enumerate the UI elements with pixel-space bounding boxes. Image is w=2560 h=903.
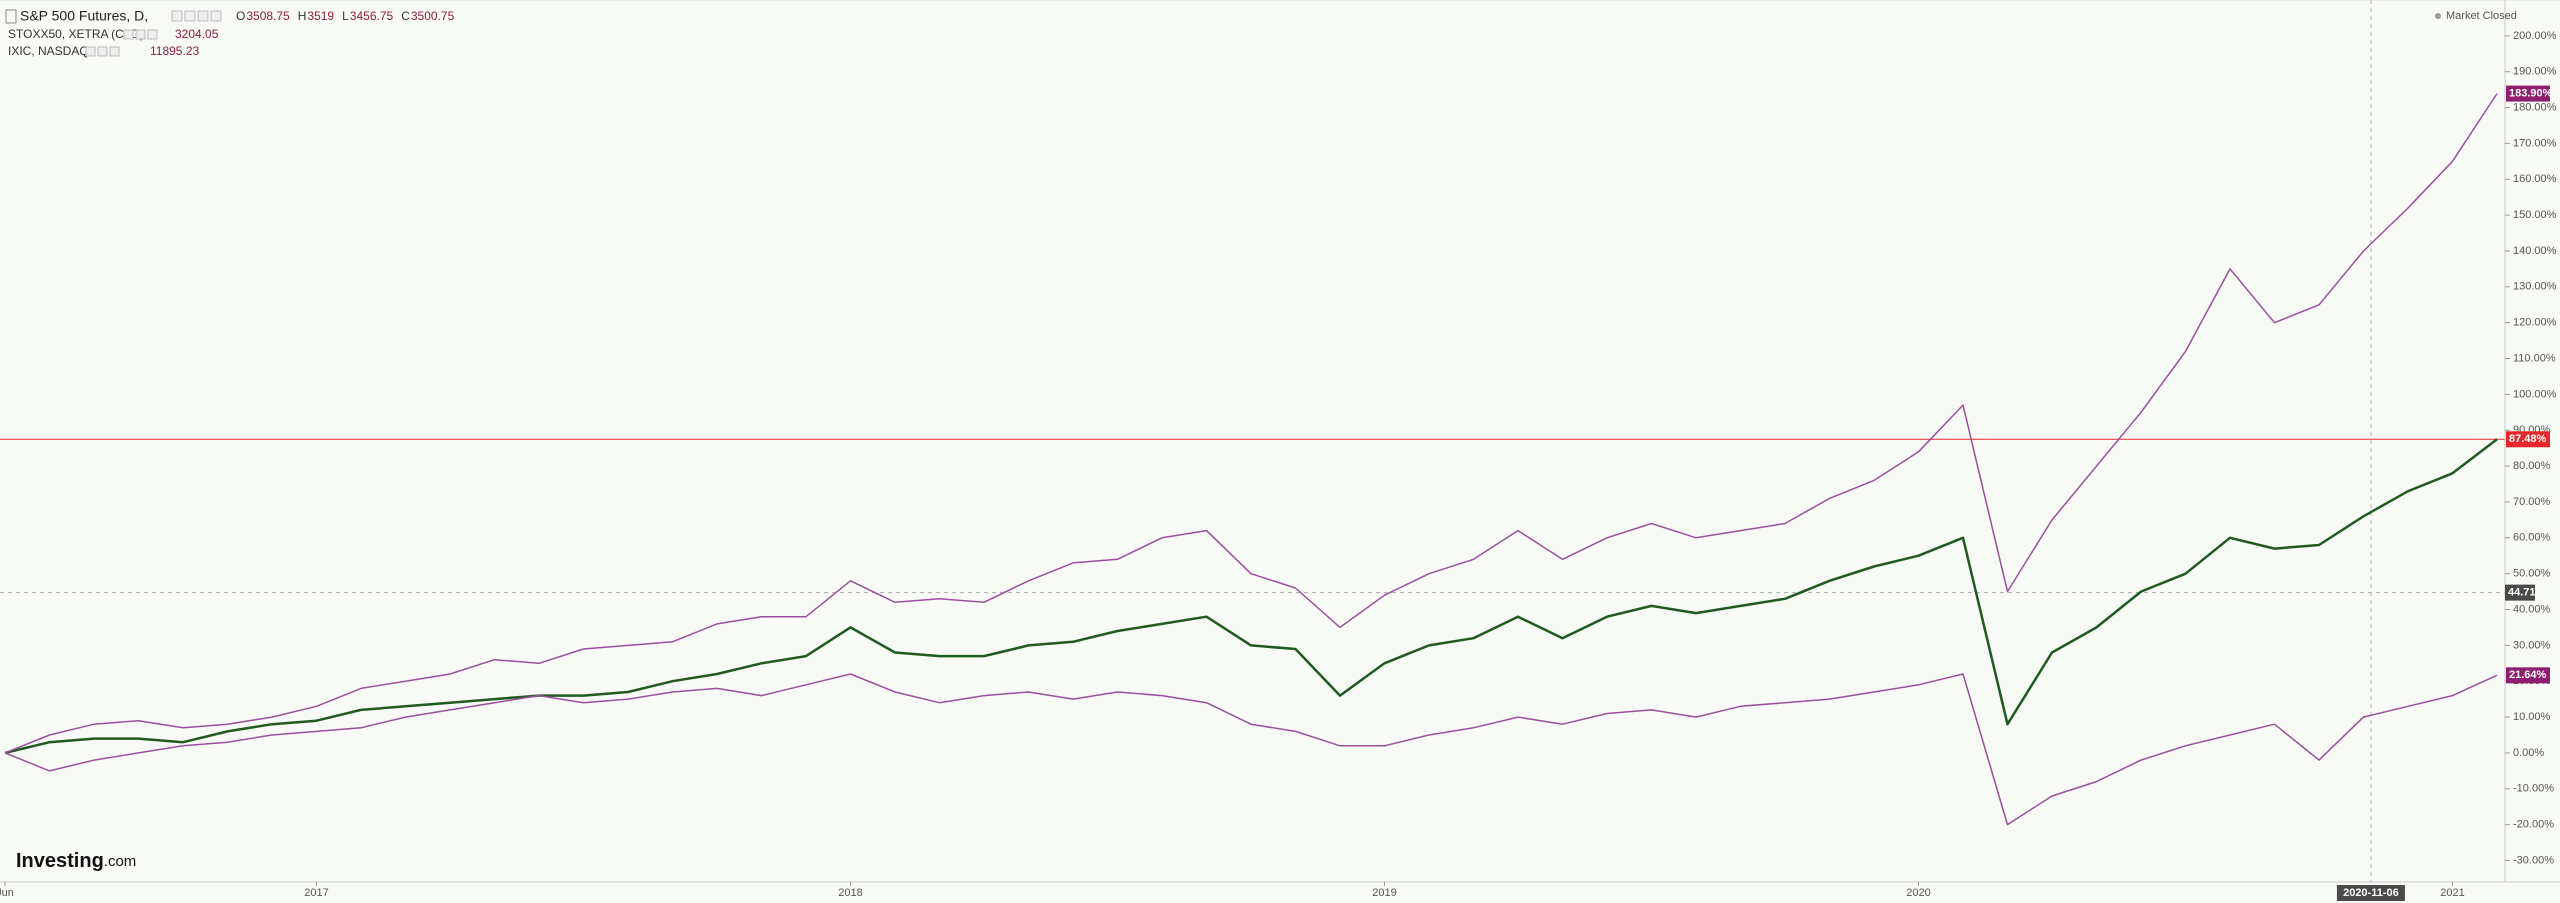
logo-suffix: .com [104,853,137,870]
y-tick-label: 10.00% [2513,711,2551,723]
x-tick-label: 2017 [304,887,328,899]
series-line [4,93,2498,754]
y-tick-label: 30.00% [2513,639,2551,651]
y-tick-label: 70.00% [2513,496,2551,508]
last-value-tag [2506,85,2550,102]
ohlc-value: 3500.75 [411,9,455,23]
ohlc-value: 3519 [307,9,334,23]
series-name: IXIC, NASDAQ [8,44,89,58]
y-tick-label: 150.00% [2513,209,2557,221]
ohlc-value: 3508.75 [246,9,290,23]
crosshair-y-tag [2505,584,2535,601]
icon-button[interactable] [147,29,158,40]
plot-area [0,0,2505,882]
chart-title: S&P 500 Futures, D, [20,8,148,24]
x-tick-label: 2019 [1372,887,1396,899]
logo-main: Investing [16,850,104,872]
icon-button[interactable] [210,10,222,22]
icon-button[interactable] [85,46,96,57]
last-value-label: 21.64% [2509,669,2547,681]
x-tick-label: 2018 [838,887,862,899]
last-value-label: 87.48% [2509,433,2547,445]
y-tick-label: 130.00% [2513,281,2557,293]
y-tick-label: -30.00% [2513,854,2554,866]
y-tick-label: 40.00% [2513,603,2551,615]
y-tick-label: 100.00% [2513,388,2557,400]
last-value-tag [2506,431,2550,448]
y-tick-label: 200.00% [2513,30,2557,42]
series-last: 11895.23 [150,44,199,58]
icon-button[interactable] [109,46,120,57]
ohlc-label: O [236,9,245,23]
y-tick-label: 190.00% [2513,66,2557,78]
y-tick-label: 110.00% [2513,352,2556,364]
last-value-tag [2506,667,2550,684]
icon-button[interactable] [97,46,108,57]
y-tick-label: -20.00% [2513,819,2554,831]
y-tick-label: 160.00% [2513,173,2557,185]
series-name: STOXX50, XETRA (CFD) [8,27,144,41]
series-last: 3204.05 [175,27,219,41]
crosshair-x-label: 2020-11-06 [2343,887,2399,899]
market-status: Market Closed [2446,10,2517,22]
status-dot [2435,13,2441,19]
y-tick-label: 170.00% [2513,137,2557,149]
ohlc-label: L [342,9,349,23]
last-value-label: 183.90% [2509,87,2553,99]
icon-button[interactable] [171,10,183,22]
ohlc-label: C [401,9,410,23]
y-tick-label: 0.00% [2513,747,2544,759]
chart-icon [5,9,17,24]
series-line [4,438,2498,755]
icon-button[interactable] [135,29,146,40]
x-tick-label: 2020 [1906,887,1930,899]
logo: Investing.com [16,850,136,872]
icon-button[interactable] [184,10,196,22]
x-tick-label: Jun [0,887,14,899]
series-line [4,673,2498,826]
y-tick-label: 80.00% [2513,460,2551,472]
y-tick-label: 60.00% [2513,532,2551,544]
icon-button[interactable] [123,29,134,40]
y-tick-label: 140.00% [2513,245,2557,257]
ohlc-value: 3456.75 [350,9,394,23]
y-tick-label: 120.00% [2513,317,2557,329]
crosshair-y-label: 44.71 [2508,587,2536,599]
crosshair-x-tag [2336,885,2405,901]
ohlc-values: O 3508.75 H 3519 L 3456.75 C 3500.75 [236,9,455,23]
icon-button[interactable] [197,10,209,22]
ohlc-label: H [298,9,307,23]
y-tick-label: -10.00% [2513,783,2554,795]
y-tick-label: 50.00% [2513,568,2551,580]
y-tick-label: 180.00% [2513,101,2557,113]
x-tick-label: 2021 [2440,887,2464,899]
